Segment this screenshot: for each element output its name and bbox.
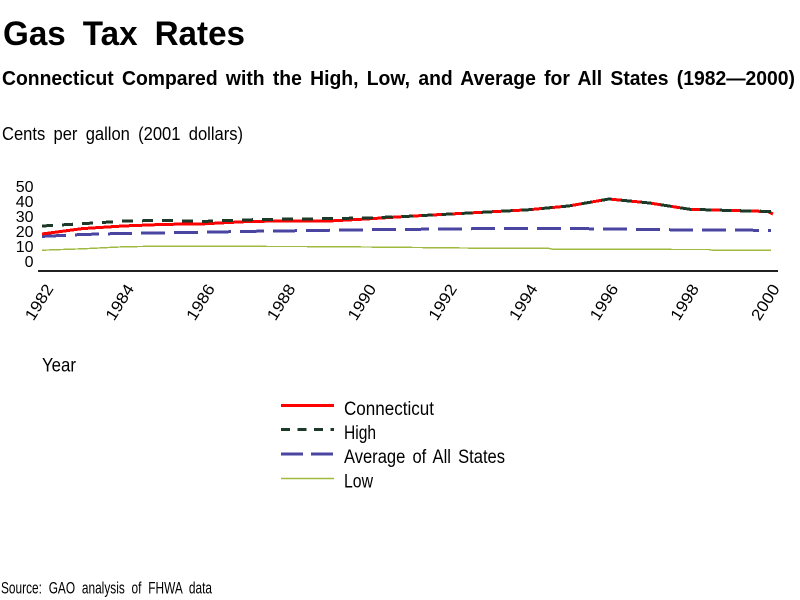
svg-text:Cents per gallon (2001 dollars: Cents per gallon (2001 dollars) bbox=[2, 124, 243, 144]
svg-text:Year: Year bbox=[42, 356, 77, 377]
svg-text:30: 30 bbox=[16, 209, 34, 226]
svg-text:Source: GAO analysis of FHWA d: Source: GAO analysis of FHWA data bbox=[1, 579, 212, 598]
svg-text:50: 50 bbox=[16, 179, 34, 196]
svg-text:40: 40 bbox=[16, 194, 34, 211]
svg-text:Low: Low bbox=[344, 472, 373, 493]
svg-text:Connecticut: Connecticut bbox=[344, 399, 435, 420]
svg-text:High: High bbox=[344, 423, 376, 444]
svg-text:0: 0 bbox=[25, 254, 34, 271]
svg-text:10: 10 bbox=[16, 239, 34, 256]
svg-text:Average of All States: Average of All States bbox=[344, 447, 505, 468]
svg-text:Connecticut Compared with the: Connecticut Compared with the High, Low,… bbox=[2, 68, 795, 90]
svg-text:Gas Tax Rates: Gas Tax Rates bbox=[3, 15, 245, 53]
svg-text:20: 20 bbox=[16, 224, 34, 241]
